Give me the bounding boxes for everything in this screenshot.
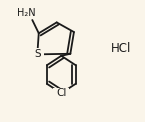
FancyBboxPatch shape <box>53 88 69 99</box>
Text: HCl: HCl <box>110 42 131 55</box>
Text: S: S <box>35 49 41 59</box>
Text: Cl: Cl <box>56 88 67 98</box>
FancyBboxPatch shape <box>32 48 45 60</box>
Text: H₂N: H₂N <box>17 8 35 18</box>
FancyBboxPatch shape <box>17 8 35 19</box>
